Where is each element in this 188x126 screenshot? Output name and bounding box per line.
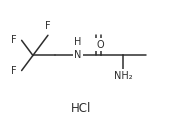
Text: NH₂: NH₂	[114, 71, 133, 81]
Text: F: F	[45, 21, 51, 31]
Text: F: F	[11, 66, 17, 76]
Text: O: O	[97, 40, 104, 50]
Text: H: H	[74, 37, 82, 47]
Text: N: N	[74, 50, 82, 60]
Text: HCl: HCl	[71, 102, 91, 115]
Text: F: F	[11, 35, 17, 45]
